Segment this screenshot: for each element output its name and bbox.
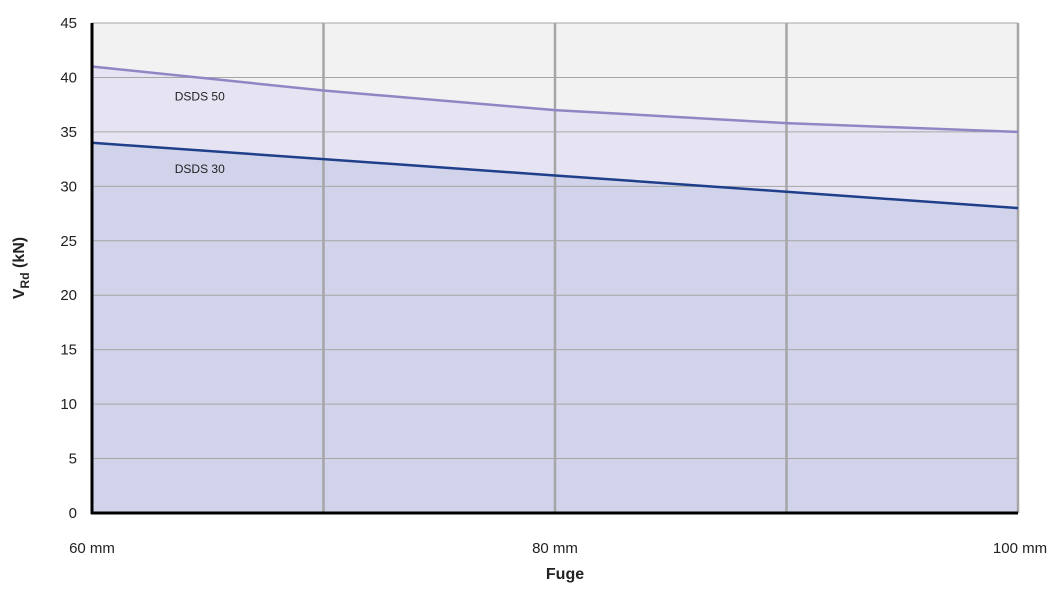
- y-tick-label: 0: [69, 505, 77, 522]
- y-tick-label: 10: [60, 396, 77, 413]
- series-line-1: [91, 141, 1019, 210]
- x-axis-title: Fuge: [546, 566, 584, 583]
- axes: [90, 23, 1018, 515]
- y-tick-label: 15: [60, 342, 77, 359]
- grid-lines: [92, 22, 1020, 513]
- series-label-0: DSDS 50: [175, 90, 225, 104]
- y-tick-label: 25: [60, 233, 77, 250]
- series-line-0: [91, 65, 1019, 134]
- y-tick-label: 45: [60, 15, 77, 32]
- y-axis-title-main: V: [11, 288, 28, 299]
- y-axis-title: VRd (kN): [11, 237, 32, 299]
- y-tick-label: 5: [69, 451, 77, 468]
- y-tick-label: 40: [60, 69, 77, 86]
- tick-labels: 0 5 10 15 20 25 30 35 40 45 60 mm 80 mm 100 mm: [60, 15, 1047, 557]
- y-axis-title-unit: (kN): [11, 237, 28, 273]
- x-tick-label: 60 mm: [69, 540, 115, 557]
- y-tick-label: 35: [60, 124, 77, 141]
- x-tick-label: 100 mm: [993, 540, 1047, 557]
- series-lines: DSDS 50 DSDS 30: [91, 65, 1019, 210]
- series-label-1: DSDS 30: [175, 162, 225, 176]
- y-axis-title-sub: Rd: [18, 272, 32, 288]
- x-tick-label: 80 mm: [532, 540, 578, 557]
- y-tick-label: 30: [60, 178, 77, 195]
- y-tick-label: 20: [60, 287, 77, 304]
